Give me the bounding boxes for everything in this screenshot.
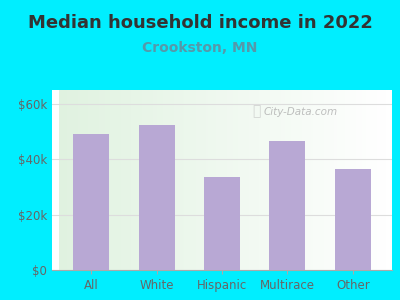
Bar (204, 177, 240, 270)
Bar (73, 134, 109, 270)
Text: ⓘ: ⓘ (252, 105, 260, 118)
Bar (335, 169, 371, 270)
Text: Crookston, MN: Crookston, MN (142, 40, 258, 55)
Text: Median household income in 2022: Median household income in 2022 (28, 14, 372, 32)
Bar (139, 124, 174, 270)
Text: City-Data.com: City-Data.com (263, 106, 337, 117)
Bar (270, 141, 305, 270)
